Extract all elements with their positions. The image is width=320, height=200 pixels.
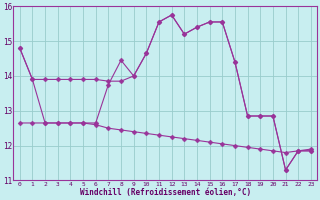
X-axis label: Windchill (Refroidissement éolien,°C): Windchill (Refroidissement éolien,°C) (80, 188, 251, 197)
